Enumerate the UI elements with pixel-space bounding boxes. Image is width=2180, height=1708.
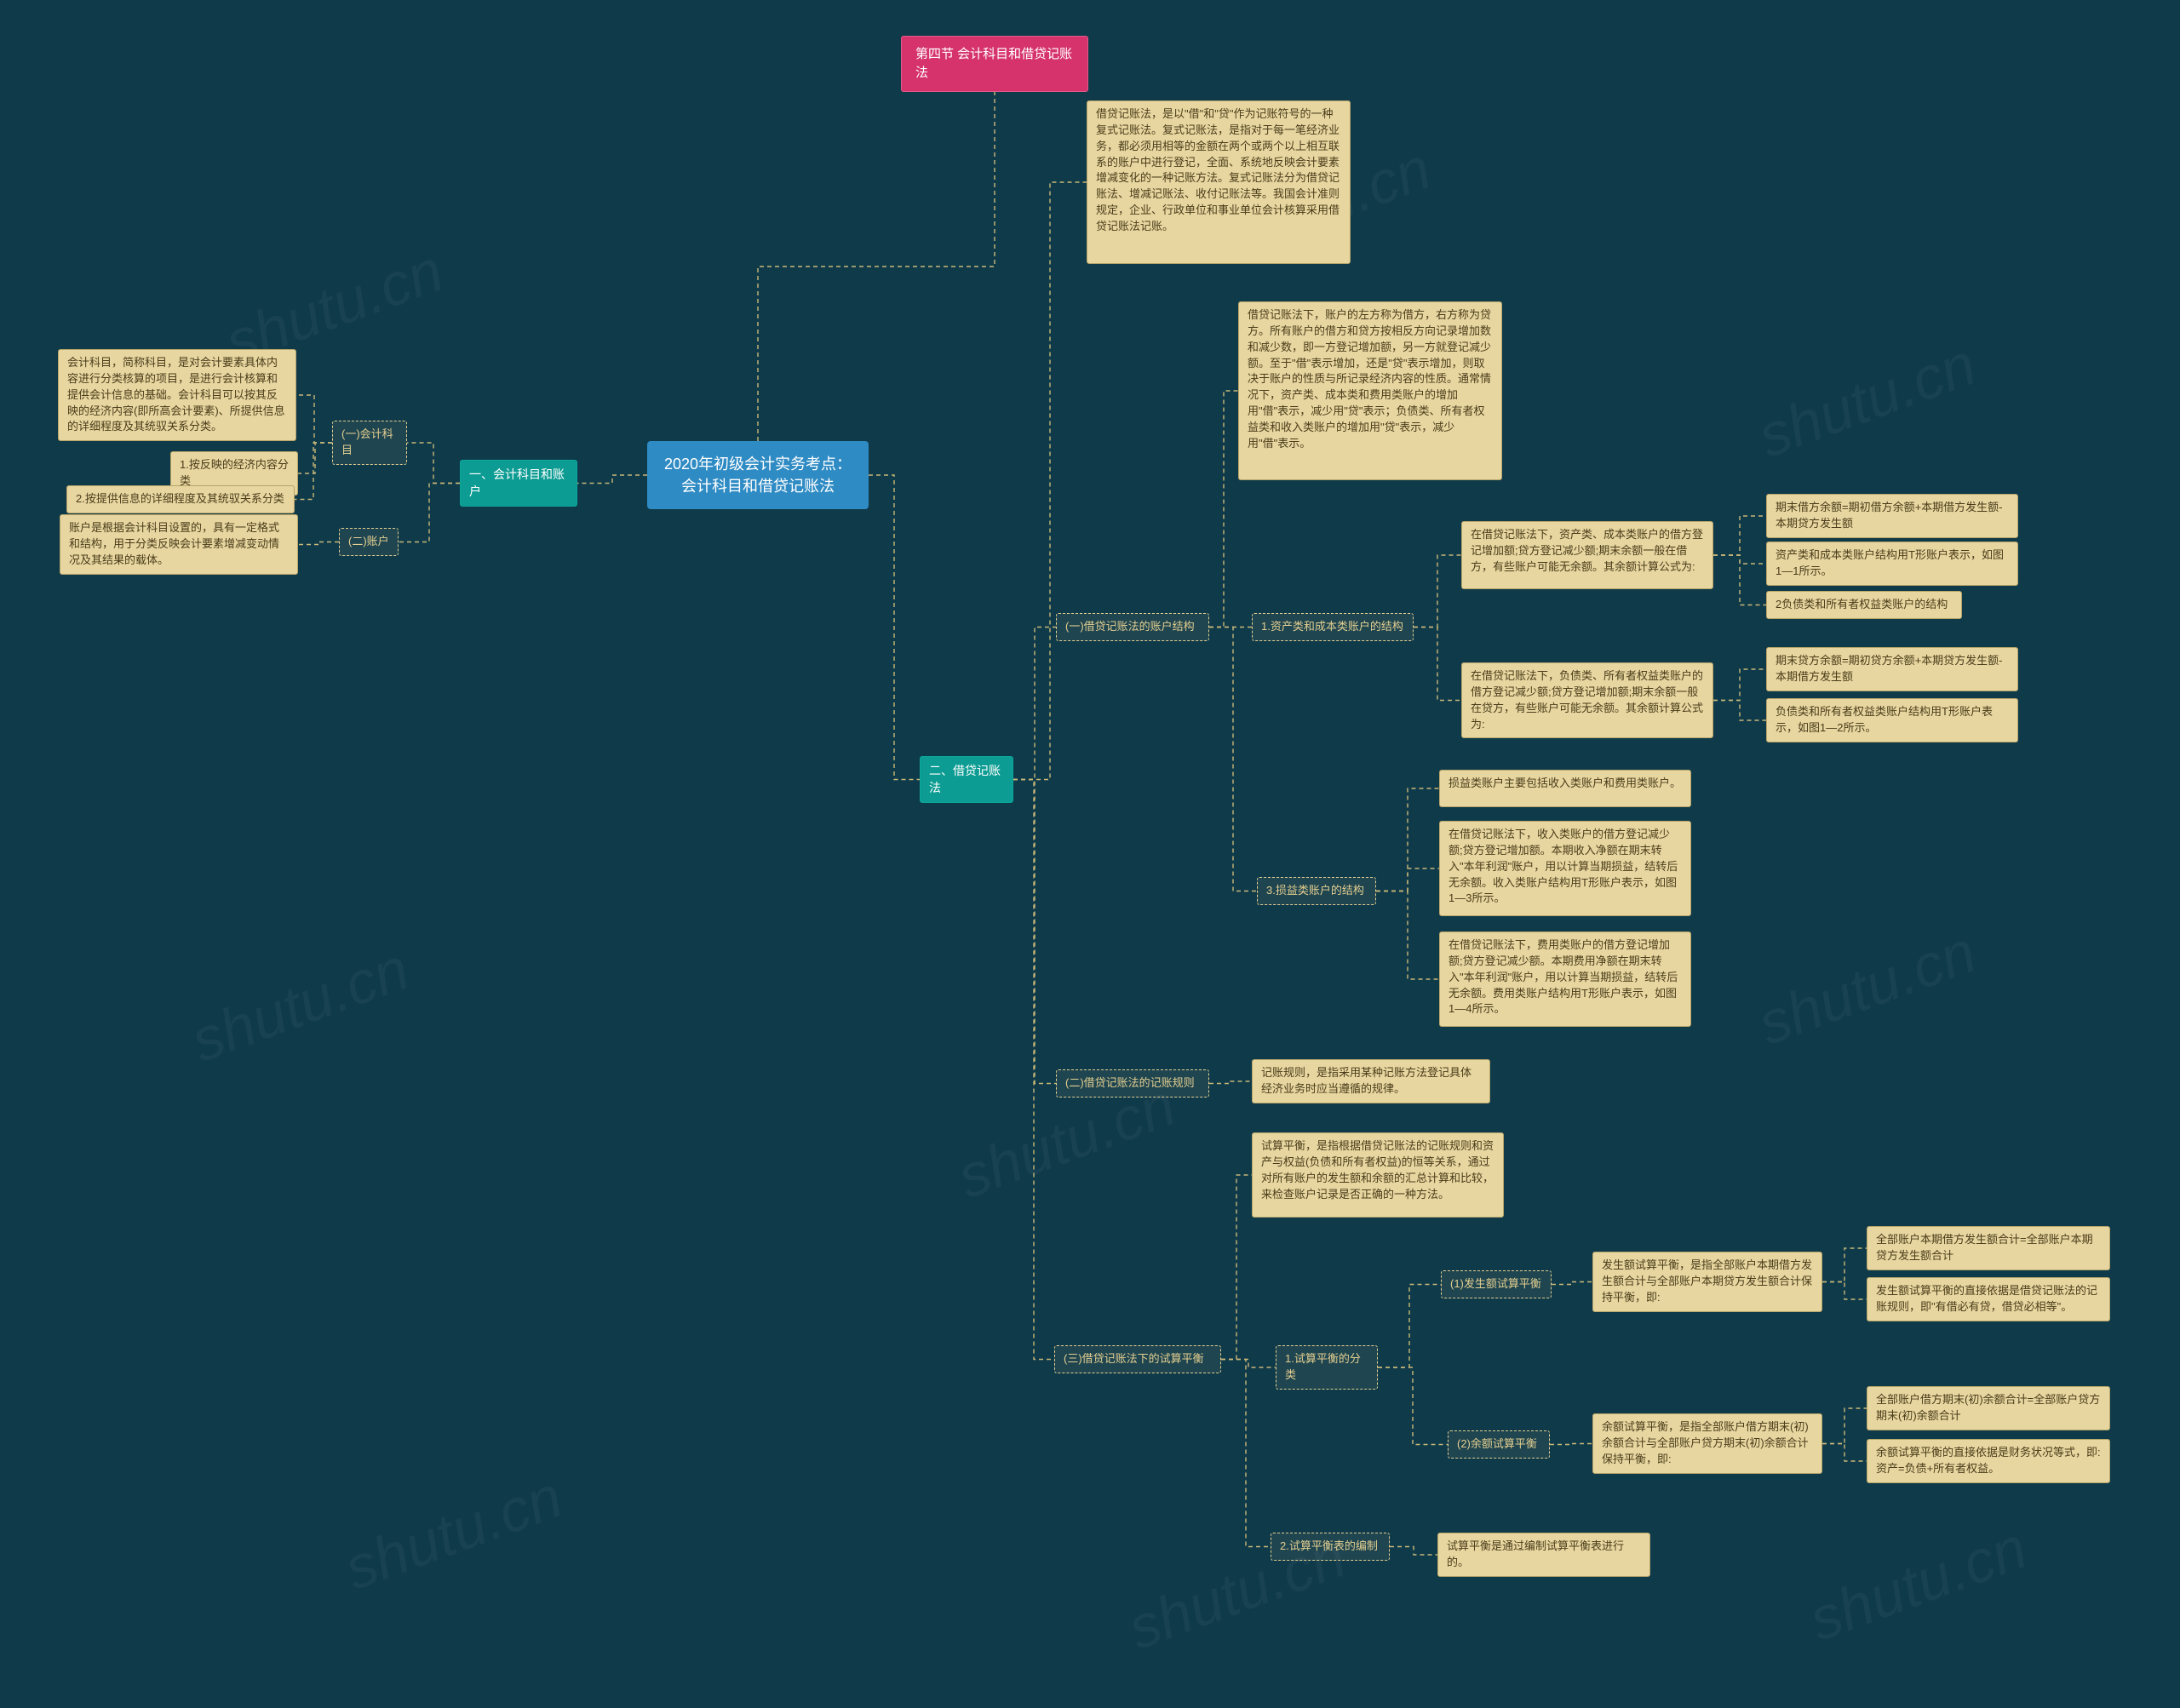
edge-s2_a1_t1-s2_a1_r1 [1713, 516, 1766, 555]
node-s2_a1_t2: 在借贷记账法下，负债类、所有者权益类账户的借方登记减少额;贷方登记增加额;期末余… [1461, 662, 1713, 738]
edge-s2-s2_a [1013, 628, 1056, 780]
node-s2_t2: 借贷记账法下，账户的左方称为借方，右方称为贷方。所有账户的借方和贷方按相反方向记… [1238, 301, 1502, 480]
edge-s2_a-s2_t2 [1209, 391, 1238, 628]
node-s1_2_t: 账户是根据会计科目设置的，具有一定格式和结构，用于分类反映会计要素增减变动情况及… [60, 514, 298, 575]
edge-s2_c-s2_c2 [1221, 1360, 1271, 1547]
node-s1_2: (二)账户 [339, 528, 399, 556]
edge-s2_a1_t2-s2_a1_r5 [1713, 701, 1766, 721]
node-s2_a3_t2: 在借贷记账法下，收入类账户的借方登记减少额;贷方登记增加额。本期收入净额在期末转… [1439, 821, 1691, 916]
edge-s2_a1_t1-s2_a1_r3 [1713, 555, 1766, 605]
node-s2_c1a: (1)发生额试算平衡 [1441, 1270, 1552, 1298]
node-s2_c1a_t: 发生额试算平衡，是指全部账户本期借方发生额合计与全部账户本期贷方发生额合计保持平… [1592, 1252, 1822, 1312]
edge-s2_a3-s2_a3_t3 [1376, 891, 1439, 980]
edge-s1_2-s1_2_t [298, 542, 339, 545]
node-s2_a3_t1: 损益类账户主要包括收入类账户和费用类账户。 [1439, 770, 1691, 807]
node-s2_b_t: 记账规则，是指采用某种记账方法登记具体经济业务时应当遵循的规律。 [1252, 1059, 1490, 1103]
node-s2_c2_t: 试算平衡是通过编制试算平衡表进行的。 [1437, 1533, 1650, 1577]
edge-s2_a3-s2_a3_t1 [1376, 788, 1439, 891]
edge-s1-s1_1 [407, 443, 460, 484]
edge-s2_c1b_t-s2_c1b_r1 [1822, 1408, 1867, 1444]
edge-s2-s2_c [1013, 780, 1054, 1360]
node-s2_b: (二)借贷记账法的记账规则 [1056, 1069, 1209, 1098]
edge-s2_c1a-s2_c1a_t [1552, 1282, 1592, 1285]
node-s2_a3: 3.损益类账户的结构 [1257, 877, 1376, 905]
edge-s1_1-s1_1_t [296, 395, 332, 443]
edge-s2_c1a_t-s2_c1a_r1 [1822, 1248, 1867, 1282]
node-root: 2020年初级会计实务考点：会计科目和借贷记账法 [647, 441, 869, 509]
edge-s2_c-s2_c1 [1221, 1360, 1276, 1368]
edge-s2_a1_t1-s2_a1_r2 [1713, 555, 1766, 564]
watermark: shutu.cn [1749, 917, 1984, 1058]
node-s2_a1_r3: 2负债类和所有者权益类账户的结构 [1766, 591, 1962, 619]
edge-s1_1-s1_1_b [295, 443, 332, 500]
edge-root-s2 [869, 475, 920, 780]
node-s2_a: (一)借贷记账法的账户结构 [1056, 613, 1209, 641]
edge-s2_c1b-s2_c1b_t [1550, 1444, 1592, 1445]
mindmap-canvas: shutu.cn shutu.cn shutu.cn shutu.cn shutu.cn… [0, 0, 2180, 1708]
edge-s2_c-s2_c_t [1221, 1175, 1252, 1360]
watermark: shutu.cn [1749, 330, 1984, 471]
edge-root-s1 [577, 475, 647, 484]
edge-s1-s1_2 [399, 484, 460, 542]
node-s2_c2: 2.试算平衡表的编制 [1271, 1533, 1390, 1561]
node-s1: 一、会计科目和账户 [460, 460, 577, 507]
node-header: 第四节 会计科目和借贷记账法 [901, 36, 1088, 92]
edge-s2_b-s2_b_t [1209, 1081, 1252, 1084]
node-s2_c_t: 试算平衡，是指根据借贷记账法的记账规则和资产与权益(负债和所有者权益)的恒等关系… [1252, 1132, 1504, 1218]
edge-s2-s2_b [1013, 780, 1056, 1084]
edge-s2_c1a_t-s2_c1a_r2 [1822, 1282, 1867, 1300]
edge-s2_a3-s2_a3_t2 [1376, 868, 1439, 891]
edge-s2_c2-s2_c2_t [1390, 1547, 1437, 1556]
node-s2_c1: 1.试算平衡的分类 [1276, 1345, 1378, 1390]
edge-s2_c1b_t-s2_c1b_r2 [1822, 1444, 1867, 1462]
node-s2_a1_r4: 期末贷方余额=期初贷方余额+本期贷方发生额-本期借方发生额 [1766, 647, 2018, 691]
edge-s2-s2_t1 [1013, 182, 1087, 780]
edge-s1_1-s1_1_a [298, 443, 332, 473]
edge-s2_c1-s2_c1b [1378, 1367, 1448, 1445]
node-s2_a1: 1.资产类和成本类账户的结构 [1252, 613, 1414, 641]
node-s2_c1b: (2)余额试算平衡 [1448, 1430, 1550, 1459]
node-s1_1_t: 会计科目，简称科目，是对会计要素具体内容进行分类核算的项目，是进行会计核算和提供… [58, 349, 296, 441]
node-s1_1_b: 2.按提供信息的详细程度及其统驭关系分类 [66, 485, 295, 513]
node-s2_c1b_r1: 全部账户借方期末(初)余额合计=全部账户贷方期末(初)余额合计 [1867, 1386, 2110, 1430]
edge-s2_a1-s2_a1_t2 [1414, 628, 1461, 701]
edge-root-header [758, 92, 995, 441]
node-s2_c: (三)借贷记账法下的试算平衡 [1054, 1345, 1221, 1373]
node-s2_a1_r1: 期末借方余额=期初借方余额+本期借方发生额-本期贷方发生额 [1766, 494, 2018, 538]
node-s2_a1_t1: 在借贷记账法下，资产类、成本类账户的借方登记增加额;贷方登记减少额;期末余额一般… [1461, 521, 1713, 589]
node-s1_1: (一)会计科目 [332, 421, 407, 465]
node-s2_a1_r2: 资产类和成本类账户结构用T形账户表示，如图1—1所示。 [1766, 542, 2018, 586]
watermark: shutu.cn [336, 1462, 571, 1603]
edge-s2_a1_t2-s2_a1_r4 [1713, 669, 1766, 701]
watermark: shutu.cn [1800, 1513, 2035, 1654]
edge-s2_c1-s2_c1a [1378, 1285, 1441, 1368]
node-s2_c1a_r2: 发生额试算平衡的直接依据是借贷记账法的记账规则，即"有借必有贷，借贷必相等"。 [1867, 1277, 2110, 1321]
node-s2_c1b_r2: 余额试算平衡的直接依据是财务状况等式，即:资产=负债+所有者权益。 [1867, 1439, 2110, 1483]
edge-s2_a1-s2_a1_t1 [1414, 555, 1461, 628]
node-s2_a3_t3: 在借贷记账法下，费用类账户的借方登记增加额;贷方登记减少额。本期费用净额在期末转… [1439, 931, 1691, 1027]
node-s2_c1b_t: 余额试算平衡，是指全部账户借方期末(初)余额合计与全部账户贷方期末(初)余额合计… [1592, 1413, 1822, 1474]
watermark: shutu.cn [182, 934, 417, 1075]
node-s2_c1a_r1: 全部账户本期借方发生额合计=全部账户本期贷方发生额合计 [1867, 1226, 2110, 1270]
node-s2_a1_r5: 负债类和所有者权益类账户结构用T形账户表示，如图1—2所示。 [1766, 698, 2018, 742]
node-s2: 二、借贷记账法 [920, 756, 1013, 803]
edge-s2_a-s2_a3 [1209, 628, 1257, 891]
node-s2_t1: 借贷记账法，是以"借"和"贷"作为记账符号的一种复式记账法。复式记账法，是指对于… [1087, 100, 1351, 264]
